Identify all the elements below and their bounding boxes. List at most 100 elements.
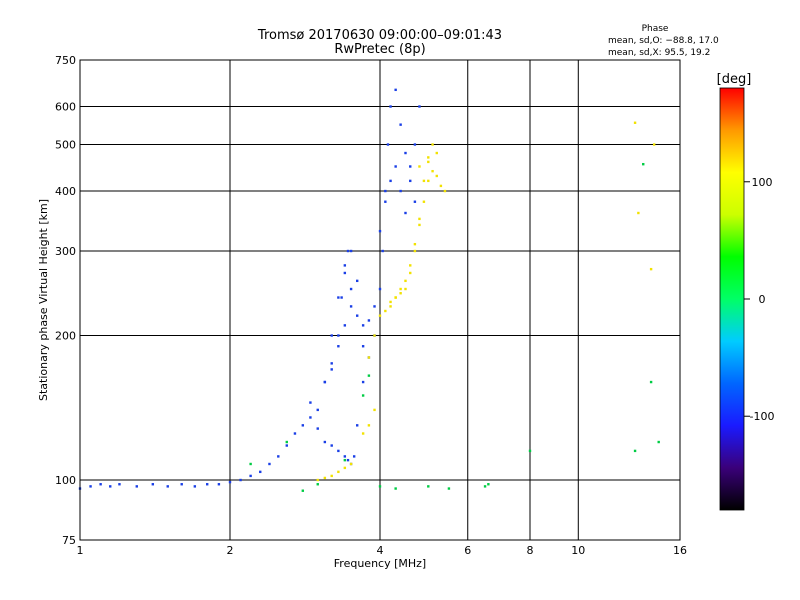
scatter-point xyxy=(135,485,138,488)
scatter-point xyxy=(166,485,169,488)
scatter-point xyxy=(413,242,417,246)
scatter-point xyxy=(413,200,417,203)
scatter-point xyxy=(413,249,417,253)
scatter-point xyxy=(349,305,353,308)
scatter-point xyxy=(343,458,347,462)
scatter-point xyxy=(394,296,397,299)
scatter-point xyxy=(652,143,656,146)
scatter-point xyxy=(349,249,353,253)
scatter-point xyxy=(293,432,297,435)
scatter-point xyxy=(361,394,365,397)
x-tick-label: 16 xyxy=(673,544,687,557)
scatter-point xyxy=(337,345,340,348)
scatter-point xyxy=(259,470,262,474)
scatter-point xyxy=(361,432,365,435)
y-tick-label: 200 xyxy=(55,330,76,343)
scatter-point xyxy=(99,483,102,486)
scatter-point xyxy=(394,165,397,168)
scatter-point xyxy=(217,483,221,486)
colorbar-tick-label: 0 xyxy=(759,293,766,306)
y-tick-label: 500 xyxy=(55,139,76,152)
scatter-point xyxy=(337,334,340,337)
scatter-point xyxy=(343,466,347,470)
scatter-point xyxy=(285,440,288,444)
scatter-point xyxy=(409,264,412,267)
scatter-point xyxy=(330,334,333,337)
scatter-point xyxy=(409,271,412,275)
scatter-point xyxy=(343,271,347,275)
scatter-point xyxy=(381,249,384,253)
scatter-point xyxy=(346,249,350,253)
scatter-point xyxy=(268,462,271,466)
chart-subtitle: RwPretec (8p) xyxy=(334,42,425,57)
scatter-point xyxy=(427,485,430,488)
scatter-point xyxy=(399,287,402,291)
grid-lines xyxy=(80,60,680,540)
scatter-point xyxy=(431,143,434,146)
scatter-point xyxy=(316,408,319,412)
scatter-point xyxy=(109,485,112,488)
scatter-point xyxy=(330,474,333,478)
scatter-point xyxy=(349,287,353,291)
scatter-point xyxy=(399,123,402,126)
scatter-point xyxy=(367,374,371,377)
scatter-point xyxy=(431,169,434,173)
scatter-point xyxy=(389,105,392,108)
plot-frame xyxy=(79,59,681,541)
scatter-point xyxy=(180,483,183,486)
scatter-point xyxy=(413,143,417,146)
scatter-point xyxy=(399,189,402,193)
x-tick-label: 10 xyxy=(571,544,585,557)
scatter-point xyxy=(340,296,343,299)
y-tick-label: 750 xyxy=(55,54,76,67)
scatter-point xyxy=(657,440,660,444)
stats-heading: Phase xyxy=(642,24,669,34)
scatter-point xyxy=(386,143,390,146)
scatter-point xyxy=(399,292,402,295)
scatter-point xyxy=(89,485,92,488)
scatter-point xyxy=(384,200,387,203)
scatter-point xyxy=(389,305,392,308)
scatter-point xyxy=(330,362,333,365)
scatter-point xyxy=(633,449,637,453)
scatter-points xyxy=(78,88,660,492)
scatter-point xyxy=(633,121,637,124)
scatter-point xyxy=(418,165,421,168)
scatter-point xyxy=(443,189,447,193)
scatter-point xyxy=(404,287,407,291)
phase-stats: Phase mean, sd,O: −88.8, 17.0 mean, sd,X… xyxy=(608,24,719,58)
scatter-point xyxy=(427,156,430,159)
scatter-point xyxy=(418,105,421,108)
scatter-point xyxy=(642,162,645,166)
scatter-point xyxy=(409,165,412,168)
scatter-point xyxy=(228,480,232,484)
scatter-point xyxy=(367,424,371,427)
scatter-point xyxy=(361,380,365,384)
scatter-point xyxy=(404,211,407,215)
scatter-point xyxy=(367,356,371,359)
scatter-point xyxy=(378,314,382,317)
scatter-point xyxy=(373,334,376,337)
colorbar-tick-label: 100 xyxy=(752,176,773,189)
scatter-point xyxy=(528,449,532,453)
scatter-point xyxy=(343,324,347,327)
scatter-point xyxy=(355,424,359,427)
scatter-point xyxy=(373,305,376,308)
scatter-point xyxy=(418,223,421,227)
scatter-point xyxy=(422,200,426,203)
y-axis-label: Stationary phase Virtual Height [km] xyxy=(37,199,50,401)
scatter-point xyxy=(435,151,438,155)
scatter-point xyxy=(349,462,353,466)
scatter-point xyxy=(378,287,382,291)
scatter-point xyxy=(330,444,333,447)
scatter-point xyxy=(404,151,407,155)
y-tick-label: 100 xyxy=(55,474,76,487)
scatter-point xyxy=(330,368,333,371)
scatter-point xyxy=(337,449,340,453)
x-tick-label: 2 xyxy=(227,544,234,557)
colorbar-tick-label: -100 xyxy=(750,410,775,423)
scatter-point xyxy=(418,217,421,221)
colorbar-ticks: 100 0 -100 xyxy=(744,176,774,423)
x-tick-label: 4 xyxy=(377,544,384,557)
scatter-point xyxy=(285,444,288,447)
